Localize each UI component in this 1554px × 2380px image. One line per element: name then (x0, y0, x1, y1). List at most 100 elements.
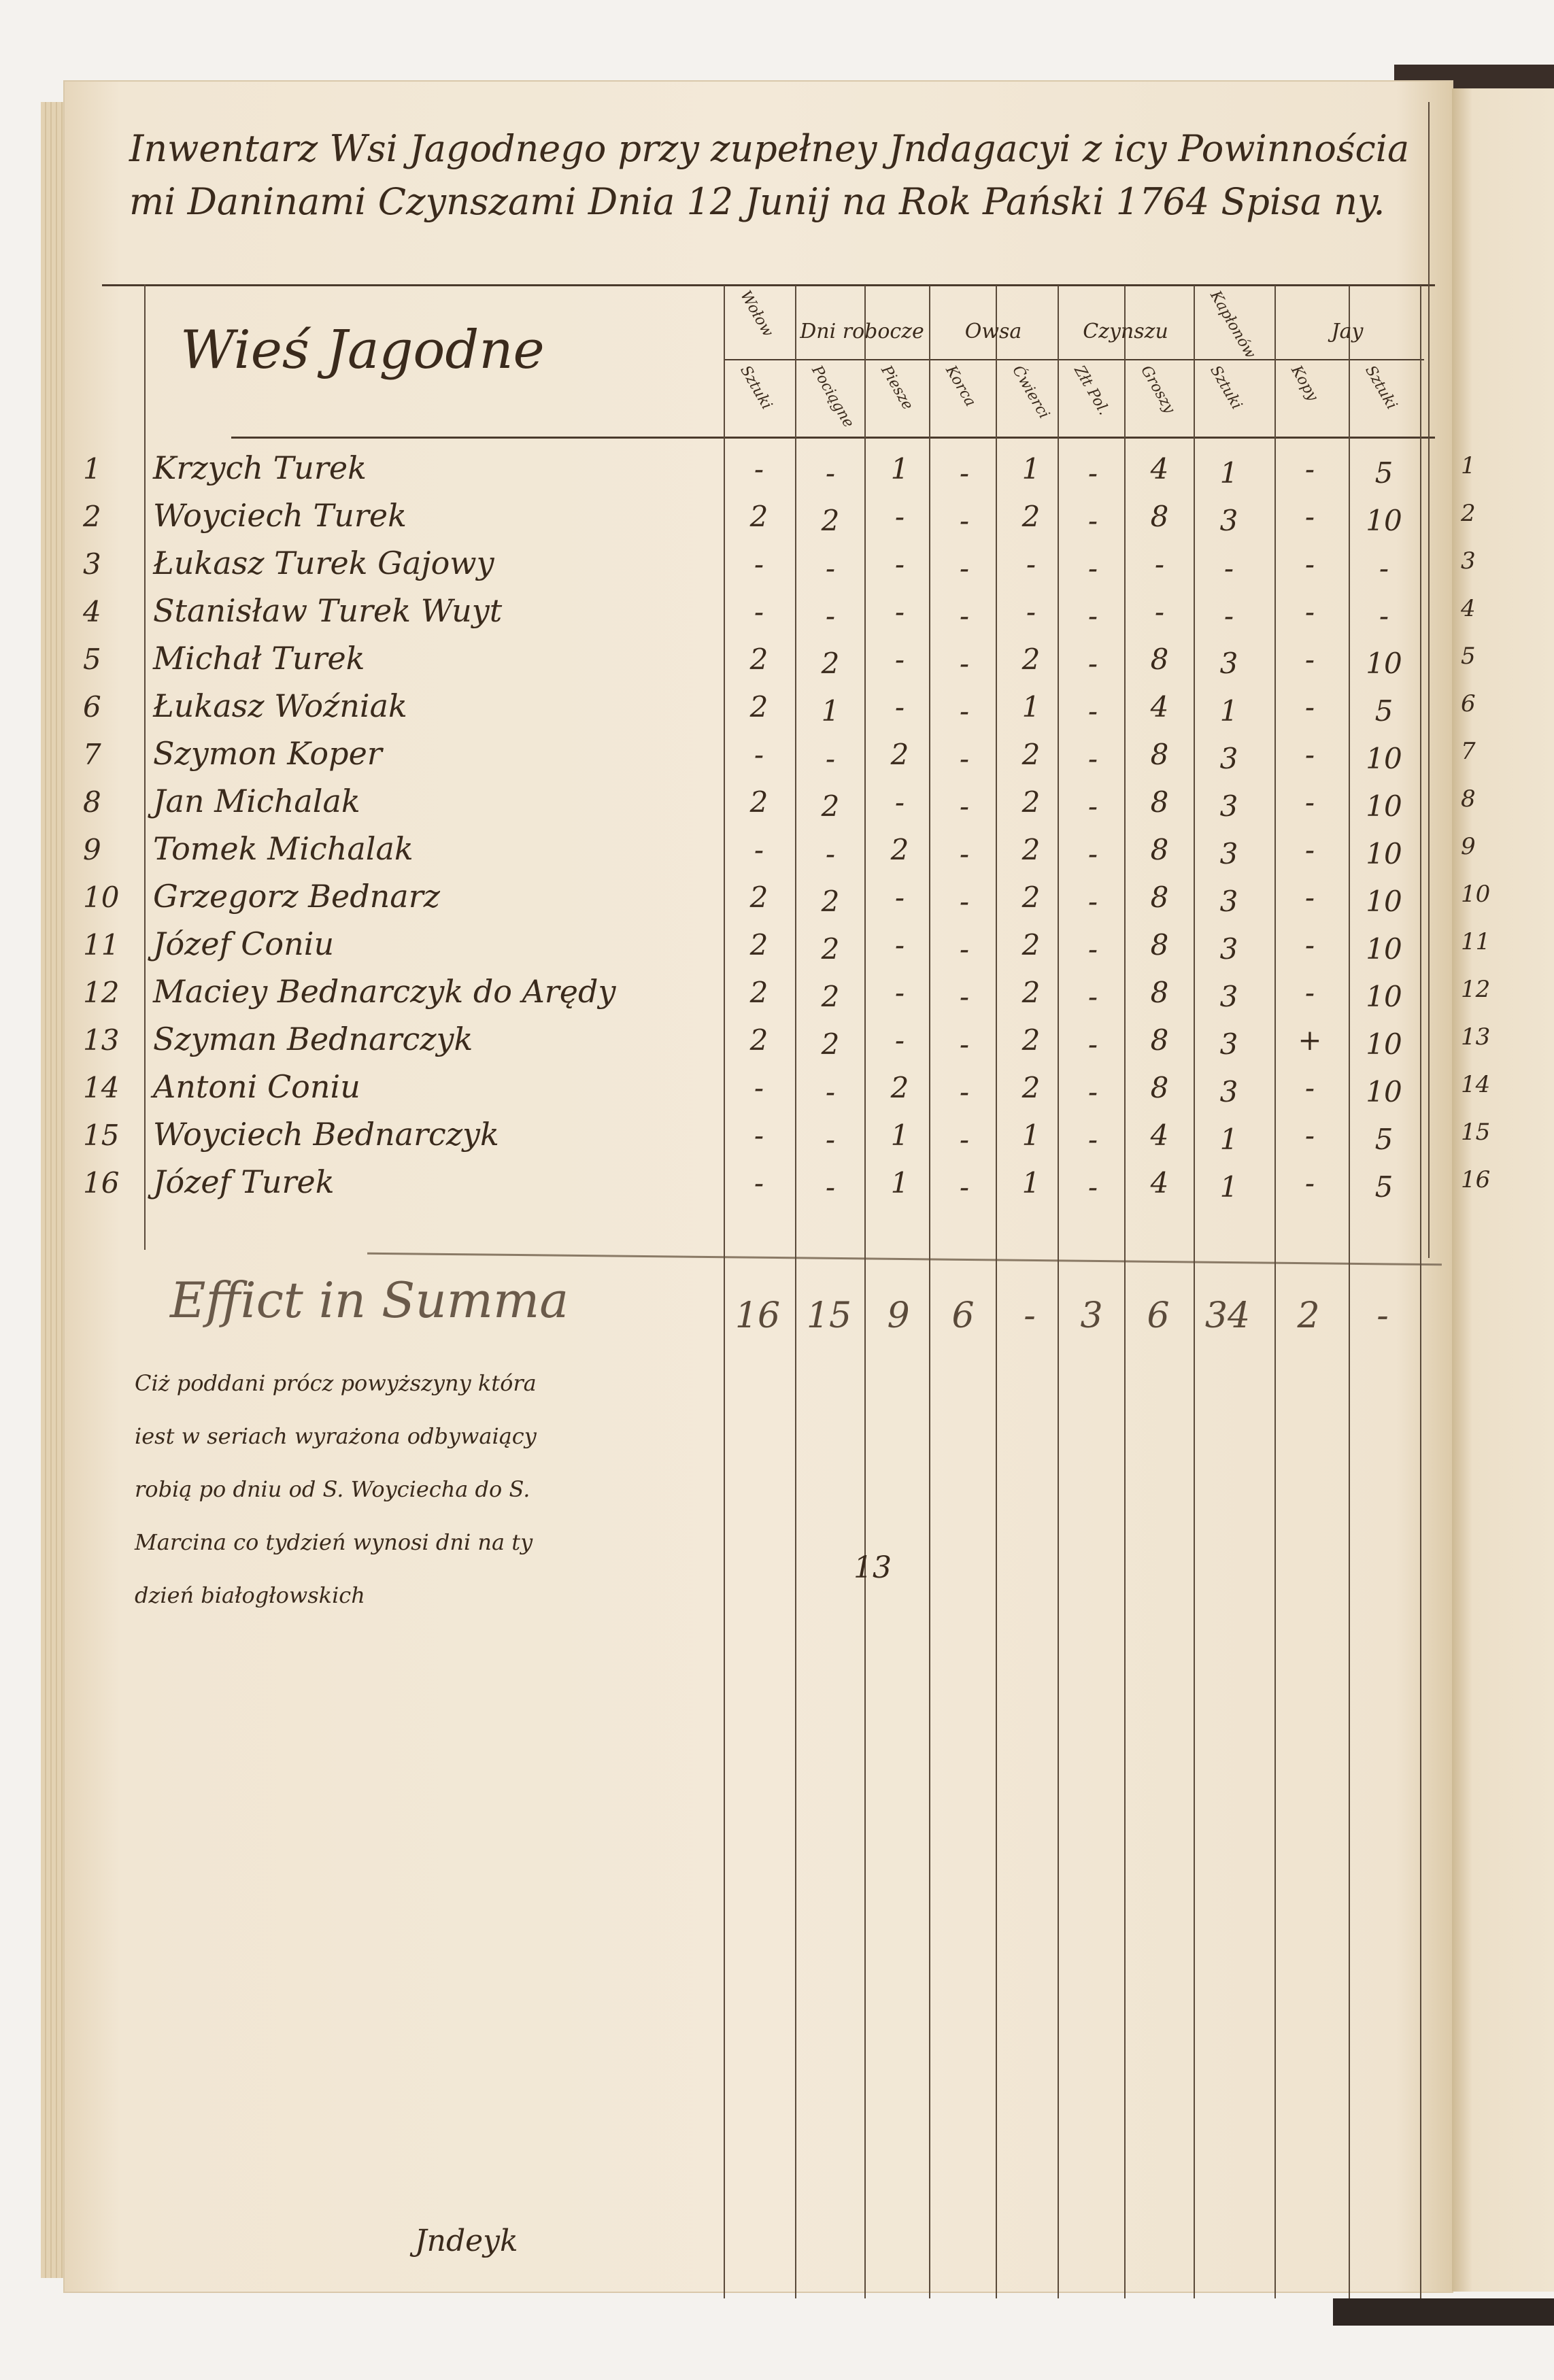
table-cell: - (1223, 551, 1234, 585)
table-cell: - (1304, 881, 1315, 914)
row-number: 14 (83, 1071, 120, 1104)
table-cell: - (894, 500, 905, 533)
table-cell: - (825, 1075, 836, 1108)
table-cell: - (1154, 595, 1165, 628)
column-rule (864, 286, 866, 2298)
table-cell: 4 (1150, 1119, 1169, 1152)
column-rule (996, 286, 997, 2298)
person-name: Tomek Michalak (153, 830, 413, 867)
summa-value: 15 (806, 1295, 852, 1336)
document-title: Inwentarz Wsi Jagodnego przy zupełney Jn… (129, 127, 1410, 223)
table-cell: - (754, 1166, 764, 1200)
table-cell: 5 (1374, 456, 1393, 490)
table-cell: 2 (749, 1023, 768, 1057)
table-cell: - (1087, 647, 1098, 680)
table-cell: 10 (1366, 837, 1402, 870)
table-cell: - (1379, 551, 1389, 585)
note-line: iest w seriach wyrażona odbywaiący (135, 1423, 537, 1449)
table-cell: - (754, 452, 764, 486)
row-number: 6 (83, 690, 101, 724)
table-cell: 8 (1150, 976, 1169, 1009)
summa-label: Effict in Summa (170, 1272, 569, 1329)
table-cell: - (959, 647, 970, 680)
summa-value: 9 (887, 1295, 910, 1336)
table-cell: - (1304, 547, 1315, 581)
table-cell: 10 (1366, 742, 1402, 775)
table-cell: - (754, 738, 764, 771)
signature: Jndeyk (415, 2224, 518, 2258)
header-mid-rule (724, 359, 1424, 360)
table-cell: 8 (1150, 500, 1169, 533)
row-number: 12 (83, 976, 120, 1009)
column-rule (724, 286, 725, 2298)
summa-value: 6 (951, 1295, 975, 1336)
summa-value: 3 (1080, 1295, 1103, 1336)
table-cell: - (825, 1170, 836, 1204)
table-cell: 2 (890, 738, 909, 771)
table-cell: 1 (1021, 1119, 1041, 1152)
table-cell: 3 (1219, 980, 1238, 1013)
table-cell: 8 (1150, 738, 1169, 771)
facing-row-number: 16 (1461, 1166, 1491, 1193)
column-rule (1274, 286, 1276, 2298)
note-line: Marcina co tydzień wynosi dni na ty (135, 1529, 533, 1555)
summa-value: - (1376, 1295, 1389, 1336)
table-cell: 10 (1366, 504, 1402, 537)
row-number: 4 (83, 595, 101, 628)
table-cell: - (894, 690, 905, 724)
facing-row-number: 4 (1461, 595, 1476, 622)
table-cell: 3 (1219, 1027, 1238, 1061)
table-cell: - (1304, 928, 1315, 962)
table-cell: - (959, 504, 970, 537)
table-cell: - (1087, 932, 1098, 966)
column-group-header: Owsa (964, 320, 1022, 343)
binding-shadow-bottom (1333, 2298, 1554, 2326)
summa-value: 16 (734, 1295, 781, 1336)
table-cell: - (754, 547, 764, 581)
table-top-rule (102, 284, 1435, 286)
column-rule (1194, 286, 1195, 2298)
table-cell: - (754, 833, 764, 866)
row-number: 9 (83, 833, 101, 866)
table-cell: 5 (1374, 1170, 1393, 1204)
table-cell: - (959, 599, 970, 632)
table-cell: 3 (1219, 742, 1238, 775)
table-cell: 1 (890, 1119, 909, 1152)
facing-row-number: 5 (1461, 643, 1476, 670)
table-cell: - (1304, 1119, 1315, 1152)
table-cell: - (1304, 452, 1315, 486)
table-cell: - (959, 1170, 970, 1204)
table-cell: 2 (821, 647, 840, 680)
table-cell: 4 (1150, 690, 1169, 724)
table-cell: - (1026, 547, 1036, 581)
table-cell: 10 (1366, 932, 1402, 966)
facing-row-number: 7 (1461, 738, 1476, 765)
table-cell: 2 (1021, 643, 1041, 676)
table-cell: 2 (749, 690, 768, 724)
person-name: Krzych Turek (153, 449, 367, 486)
table-cell: - (959, 1027, 970, 1061)
person-name: Stanisław Turek Wuyt (153, 592, 503, 629)
table-cell: - (959, 694, 970, 728)
person-name: Józef Coniu (153, 925, 335, 962)
summa-value: 34 (1204, 1295, 1251, 1336)
person-name: Woyciech Turek (153, 497, 407, 534)
village-heading: Wieś Jagodne (180, 320, 545, 381)
table-cell: 2 (749, 643, 768, 676)
table-cell: 10 (1366, 885, 1402, 918)
table-cell: 3 (1219, 1075, 1238, 1108)
table-cell: - (1304, 595, 1315, 628)
row-number: 2 (83, 500, 101, 533)
table-cell: - (1304, 500, 1315, 533)
person-name: Grzegorz Bednarz (153, 878, 440, 915)
table-cell: 10 (1366, 1075, 1402, 1108)
table-cell: 3 (1219, 885, 1238, 918)
table-cell: - (1087, 1123, 1098, 1156)
table-cell: - (894, 881, 905, 914)
table-cell: 2 (821, 932, 840, 966)
table-cell: - (754, 595, 764, 628)
table-cell: - (959, 1123, 970, 1156)
table-cell: 3 (1219, 789, 1238, 823)
table-cell: - (754, 1071, 764, 1104)
table-cell: 2 (1021, 881, 1041, 914)
